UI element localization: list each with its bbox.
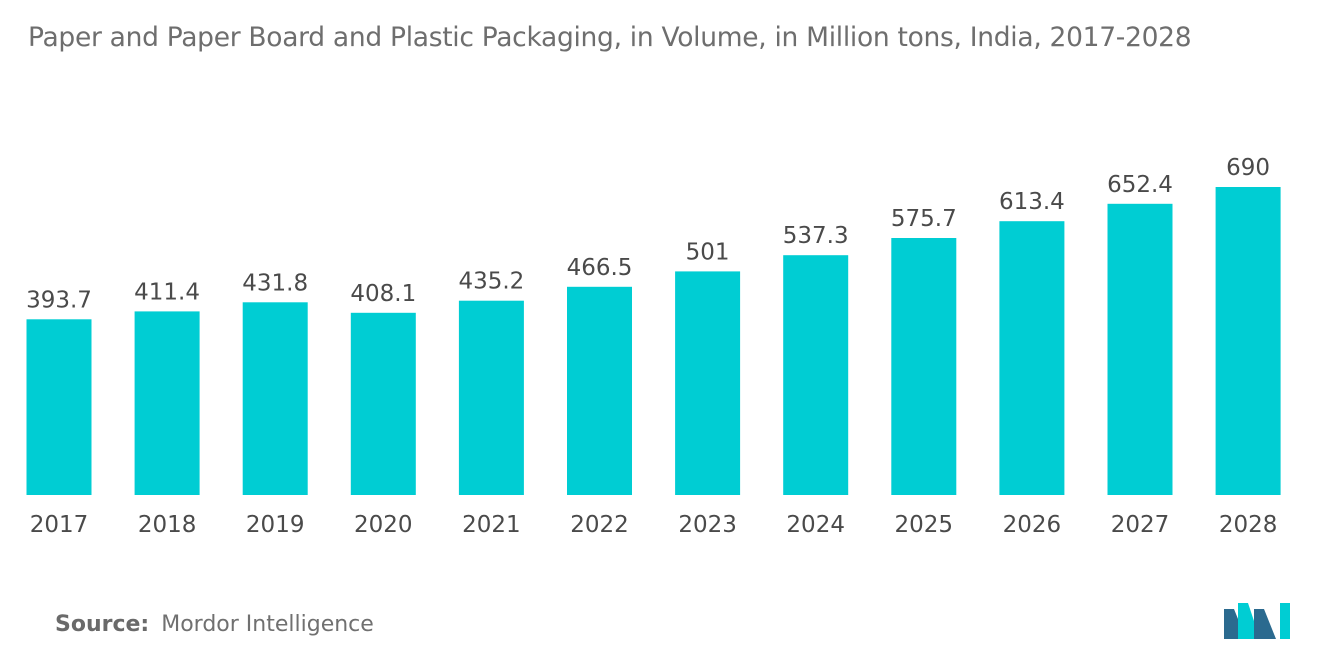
- value-label-2028: 690: [1226, 155, 1270, 181]
- bar-2020: [350, 312, 416, 495]
- x-tick-label-2027: 2027: [1111, 512, 1170, 538]
- x-tick-label-2028: 2028: [1219, 512, 1278, 538]
- value-label-2024: 537.3: [783, 223, 849, 249]
- x-tick-label-2023: 2023: [678, 512, 737, 538]
- value-label-2023: 501: [686, 239, 730, 265]
- value-label-2019: 431.8: [242, 270, 308, 296]
- value-label-2017: 393.7: [26, 287, 92, 313]
- x-tick-label-2022: 2022: [570, 512, 629, 538]
- x-axis-tick-labels: 2017 2018 2019 2020 2021 2022 2023 2024 2025 2026…: [30, 512, 1278, 538]
- bar-2023: [675, 271, 741, 495]
- source-value: Mordor Intelligence: [161, 612, 374, 637]
- x-tick-label-2024: 2024: [786, 512, 845, 538]
- value-label-2021: 435.2: [458, 269, 524, 295]
- bar-2026: [999, 221, 1065, 495]
- chart-title: Paper and Paper Board and Plastic Packag…: [28, 22, 1192, 53]
- x-tick-label-2021: 2021: [462, 512, 521, 538]
- bar-2021: [458, 300, 524, 495]
- bar-2022: [567, 286, 632, 495]
- value-label-2022: 466.5: [567, 255, 633, 281]
- bar-2027: [1107, 203, 1173, 496]
- mordor-intelligence-logo-icon: [1224, 603, 1290, 639]
- bar-2025: [891, 238, 957, 495]
- value-label-2027: 652.4: [1107, 172, 1173, 198]
- x-tick-label-2019: 2019: [246, 512, 305, 538]
- value-labels-layer: 393.7 411.4 431.8 408.1 435.2 466.5 501 537.3 57…: [26, 155, 1270, 313]
- x-tick-label-2018: 2018: [138, 512, 197, 538]
- source-label: Source:: [55, 612, 150, 637]
- bar-2024: [783, 255, 849, 495]
- x-tick-label-2025: 2025: [895, 512, 954, 538]
- x-tick-label-2026: 2026: [1003, 512, 1062, 538]
- bar-2028: [1215, 187, 1281, 495]
- bar-2019: [242, 302, 308, 495]
- bar-2017: [26, 319, 92, 495]
- x-tick-label-2020: 2020: [354, 512, 413, 538]
- bar-2018: [134, 311, 200, 495]
- bars-layer: [26, 187, 1281, 496]
- value-label-2018: 411.4: [134, 279, 200, 305]
- x-tick-label-2017: 2017: [30, 512, 89, 538]
- value-label-2020: 408.1: [350, 281, 416, 307]
- source-note: Source: Mordor Intelligence: [55, 612, 374, 637]
- value-label-2025: 575.7: [891, 206, 957, 232]
- value-label-2026: 613.4: [999, 189, 1065, 215]
- bar-chart: 393.7 411.4 431.8 408.1 435.2 466.5 501 537.3 57…: [26, 155, 1281, 538]
